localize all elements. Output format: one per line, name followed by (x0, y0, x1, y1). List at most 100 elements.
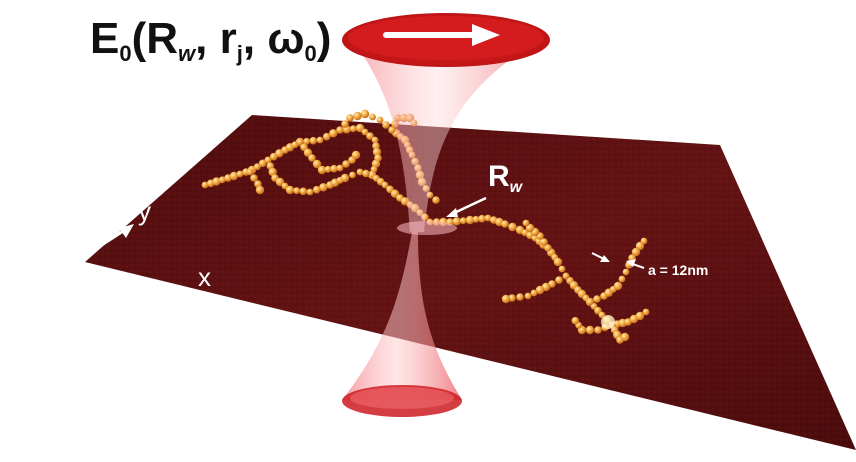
nanoparticle (558, 265, 566, 273)
nanoparticle (622, 268, 630, 276)
nanoparticle (336, 126, 344, 134)
nanoparticle (246, 168, 254, 176)
title-subj: j (236, 41, 243, 66)
nanoparticle (459, 217, 467, 225)
nanoparticle (236, 170, 244, 178)
nanoparticle (562, 272, 570, 280)
beam-upper (352, 40, 540, 232)
title-sub00: 0 (304, 41, 317, 66)
nanoparticle (501, 220, 509, 228)
nanoparticle (355, 123, 365, 133)
nanoparticle (299, 187, 308, 196)
nanoparticle (346, 114, 354, 122)
nanoparticle (548, 280, 556, 288)
nanoparticle (306, 188, 314, 196)
title-mid: , r (195, 14, 237, 63)
nanoparticle (308, 154, 316, 162)
nanoparticle (376, 116, 384, 124)
nanoparticle (553, 257, 563, 267)
nanoparticle (336, 164, 344, 172)
nanoparticle (316, 136, 324, 144)
nanoparticle (324, 165, 332, 173)
rw-main: R (488, 160, 510, 193)
nanoparticle (544, 244, 552, 252)
nanoparticle (631, 247, 641, 257)
spacing-arrows-icon (591, 252, 645, 269)
title-subw: w (178, 41, 196, 66)
nanoparticle (351, 150, 361, 160)
nanoparticle (330, 164, 338, 173)
nanoparticle (255, 185, 265, 195)
nanoparticle (432, 196, 440, 204)
title-sub0: 0 (119, 41, 132, 66)
nanoparticle (366, 132, 374, 140)
nanoparticle (268, 167, 277, 177)
nanoparticle (586, 298, 594, 306)
nanoparticle (329, 129, 338, 138)
nanoparticle (640, 237, 648, 245)
nanoparticle (465, 215, 475, 225)
nanoparticle (312, 159, 322, 169)
nanoparticle (218, 176, 226, 184)
nanoparticle (371, 136, 379, 144)
nanoparticle (388, 126, 396, 134)
nanoparticle (349, 171, 356, 179)
rw-sub: w (509, 179, 523, 196)
nanoparticle (312, 185, 321, 194)
nanoparticle (635, 311, 645, 321)
nanoparticle (360, 109, 370, 119)
nanoparticle (293, 187, 301, 195)
nanoparticle (258, 159, 267, 168)
nanoparticle (381, 181, 389, 189)
nanoparticle (349, 125, 357, 133)
title-mid2: , ω (242, 14, 305, 63)
nanoparticle (555, 276, 563, 284)
nanoparticle (522, 219, 530, 227)
nanoparticle (501, 294, 511, 304)
nanoparticle (571, 316, 580, 325)
axis-y-label: y (138, 196, 151, 226)
nanoparticle (285, 185, 295, 195)
nanoparticle (525, 223, 535, 233)
nanoparticle (382, 121, 390, 129)
nanoparticle (585, 325, 595, 335)
nanoparticle (540, 238, 548, 246)
substrate-plane (85, 115, 856, 450)
nanoparticle (229, 171, 239, 181)
nanoparticle (264, 156, 272, 164)
nanoparticle (613, 281, 623, 291)
nanoparticle (356, 168, 364, 176)
nanoparticle (362, 169, 370, 178)
nanoparticle (342, 160, 350, 168)
nanoparticle (317, 165, 327, 175)
nanoparticle (319, 183, 328, 192)
nanoparticle (478, 214, 486, 223)
nanoparticle (372, 147, 382, 157)
axis-x-label: x (198, 262, 211, 292)
nanoparticle (524, 292, 532, 300)
nanoparticle (201, 181, 209, 189)
beam-direction-arrow-icon (383, 24, 500, 46)
nanoparticle (250, 174, 258, 182)
nanoparticle (472, 215, 480, 223)
nanoparticle (369, 113, 376, 121)
title-main: E (90, 14, 120, 63)
nanoparticle (341, 120, 349, 128)
nanoparticle (371, 159, 381, 168)
nanoparticle (361, 128, 369, 136)
field-formula-title: E0(Rw, rj, ω0) (90, 14, 331, 67)
nanoparticle (620, 332, 630, 342)
focal-spot (397, 221, 457, 235)
nanoparticle (535, 285, 545, 295)
nanoparticle (303, 137, 311, 145)
nanoparticle (593, 295, 601, 303)
nanoparticle (353, 111, 362, 121)
nanoparticle (635, 241, 645, 251)
nanoparticle (452, 217, 461, 226)
pointer-arrow-icon (446, 196, 487, 217)
nanoparticle (516, 293, 524, 301)
nanoparticle (212, 177, 221, 186)
nanoparticle (484, 214, 492, 222)
nanoparticle (594, 326, 602, 334)
